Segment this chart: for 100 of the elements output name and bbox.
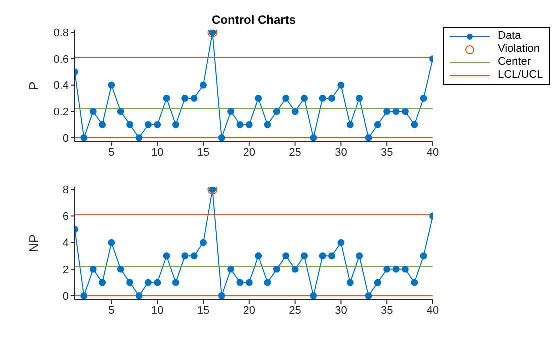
point <box>80 292 88 300</box>
point <box>90 108 97 116</box>
point <box>420 252 428 260</box>
point <box>319 95 326 102</box>
point <box>126 279 134 286</box>
y-tick-label: 2 <box>62 264 69 276</box>
point <box>374 121 382 128</box>
x-tick-label: 10 <box>151 304 164 317</box>
point <box>108 239 116 246</box>
point <box>356 252 364 260</box>
point <box>374 279 382 286</box>
point <box>126 121 134 128</box>
point <box>190 95 198 102</box>
point <box>163 95 170 102</box>
point <box>255 95 262 102</box>
x-tick-label: 35 <box>380 304 394 317</box>
y-tick-label: 0.4 <box>54 80 69 92</box>
y-tick-label: 0 <box>62 290 69 303</box>
point <box>144 121 152 128</box>
x-tick-label: 40 <box>426 304 440 317</box>
point <box>218 292 226 300</box>
x-tick-label: 10 <box>151 146 164 159</box>
x-tick-label: 30 <box>335 304 348 317</box>
point <box>99 121 106 128</box>
point <box>80 134 88 142</box>
x-tick-label: 20 <box>243 146 256 159</box>
point <box>144 279 152 286</box>
y-tick-label: 4 <box>62 238 69 250</box>
x-tick-label: 20 <box>243 304 256 317</box>
point <box>402 266 409 273</box>
point <box>310 292 318 300</box>
point <box>282 252 290 260</box>
point <box>228 266 235 273</box>
point <box>190 252 198 260</box>
point <box>328 95 336 102</box>
chart-title: Control Charts <box>211 13 297 27</box>
point <box>172 279 180 286</box>
legend-label: Violation <box>498 43 540 56</box>
point <box>328 252 336 260</box>
point <box>319 252 326 260</box>
point <box>292 266 299 273</box>
point <box>365 292 372 300</box>
y-tick-label: 0 <box>62 132 69 145</box>
point <box>346 279 354 286</box>
y-tick-label: 8 <box>62 184 69 197</box>
point <box>200 239 208 246</box>
point <box>99 279 106 286</box>
point <box>246 121 253 128</box>
point <box>402 108 409 116</box>
point <box>411 279 418 286</box>
y-tick-label: 0.6 <box>54 54 69 66</box>
point <box>273 266 280 273</box>
point <box>338 82 345 89</box>
point <box>182 252 189 260</box>
point <box>136 134 143 142</box>
legend-label: LCL/UCL <box>498 69 544 82</box>
x-tick-label: 15 <box>197 304 210 317</box>
x-tick-label: 25 <box>289 146 302 159</box>
x-tick-label: 5 <box>108 146 115 159</box>
point <box>300 95 308 102</box>
point <box>273 108 280 116</box>
point <box>228 108 235 116</box>
point <box>384 108 391 116</box>
point <box>246 279 253 286</box>
point <box>236 279 244 286</box>
point <box>365 134 372 142</box>
point <box>392 266 400 273</box>
point <box>172 121 180 128</box>
y-axis-title: P <box>26 82 42 90</box>
point <box>292 108 299 116</box>
x-tick-label: 5 <box>108 304 115 317</box>
y-tick-label: 0.2 <box>54 106 69 119</box>
y-tick-label: 0.8 <box>54 28 69 40</box>
point <box>108 82 116 89</box>
point <box>420 95 428 102</box>
point <box>136 292 143 300</box>
x-tick-label: 25 <box>289 304 302 317</box>
point <box>338 239 345 246</box>
x-tick-label: 15 <box>197 146 210 159</box>
point <box>346 121 354 128</box>
y-axis-title: NP <box>26 234 42 253</box>
point <box>218 134 226 142</box>
point <box>236 121 244 128</box>
y-tick-label: 6 <box>62 211 69 224</box>
point <box>392 108 400 116</box>
point <box>200 82 208 89</box>
x-tick-label: 30 <box>335 146 348 159</box>
legend-label: Data <box>498 30 522 43</box>
point <box>182 95 189 102</box>
point <box>264 121 272 128</box>
point <box>411 121 418 128</box>
point <box>356 95 364 102</box>
point <box>117 266 124 273</box>
legend-label: Center <box>498 56 532 69</box>
point <box>90 266 97 273</box>
point <box>163 252 170 260</box>
point <box>310 134 318 142</box>
point <box>300 252 308 260</box>
point <box>117 108 124 116</box>
x-tick-label: 35 <box>380 146 394 159</box>
